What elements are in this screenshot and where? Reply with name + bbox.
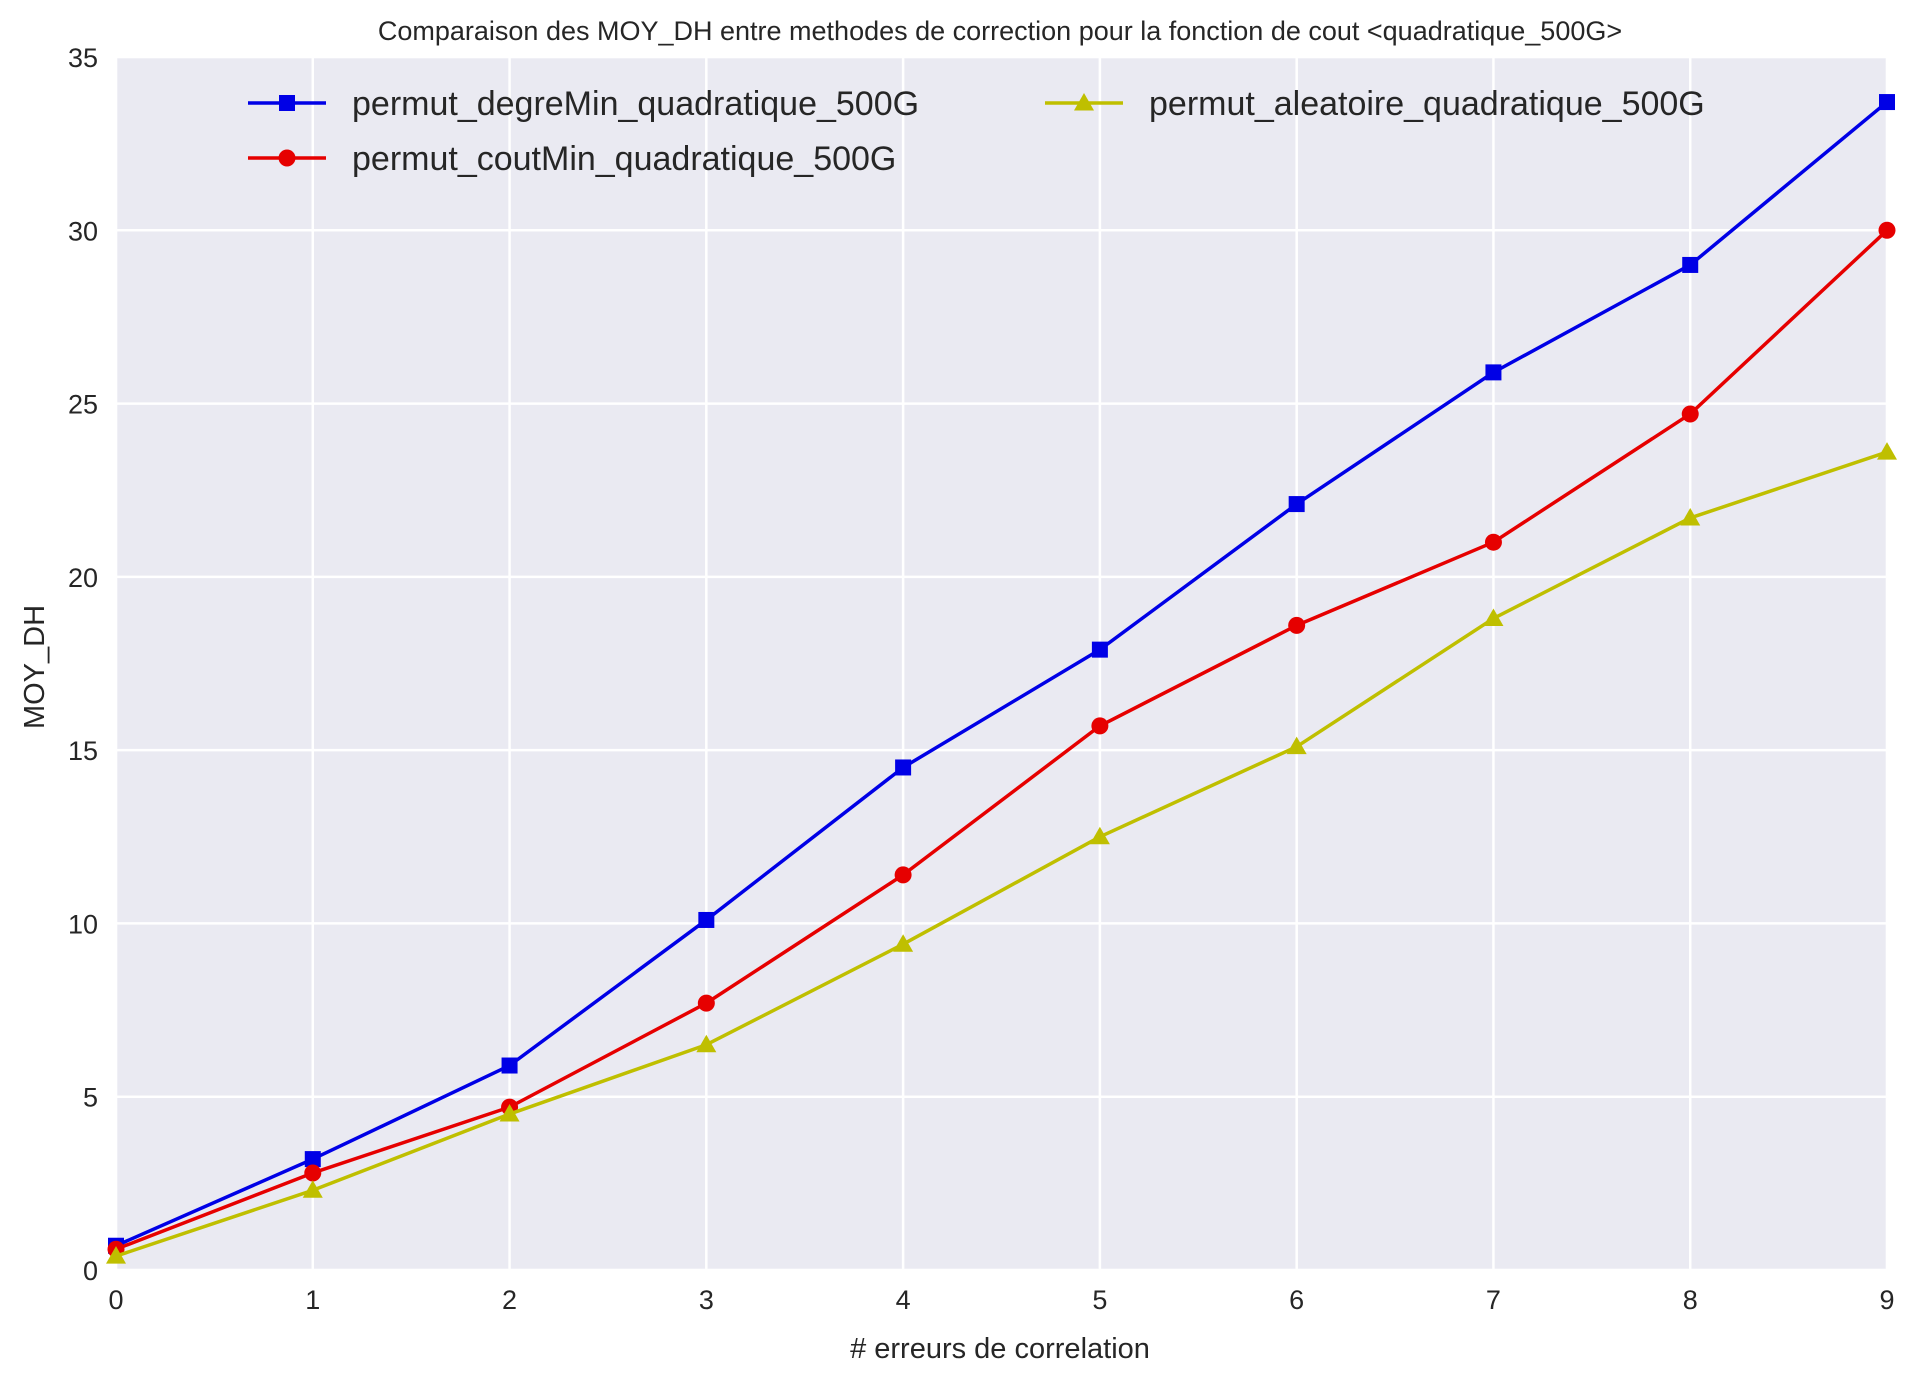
data-point [1878, 221, 1896, 239]
y-tick-label: 10 [68, 909, 98, 939]
x-tick-label: 7 [1486, 1285, 1501, 1315]
data-point [697, 994, 715, 1012]
legend-label: permut_degreMin_quadratique_500G [352, 85, 919, 123]
data-point [893, 934, 914, 952]
data-point [1879, 94, 1895, 111]
x-tick-label: 1 [305, 1285, 320, 1315]
data-point [894, 866, 912, 884]
y-tick-label: 25 [68, 390, 98, 420]
data-point [1091, 717, 1109, 735]
data-point [1288, 616, 1306, 634]
data-point [304, 1164, 322, 1182]
y-axis-ticks: 0 5 10 15 20 25 30 35 [68, 43, 98, 1286]
data-point [499, 1104, 520, 1122]
series-line [115, 100, 1889, 1248]
x-axis-label: # erreurs de correlation [850, 1333, 1150, 1365]
y-tick-label: 15 [68, 736, 98, 766]
y-axis-label: MOY_DH [19, 605, 51, 729]
data-point [1484, 533, 1502, 551]
plot-area [116, 57, 1887, 1270]
y-tick-label: 35 [68, 43, 98, 73]
x-tick-label: 3 [699, 1285, 714, 1315]
x-tick-label: 9 [1879, 1285, 1894, 1315]
x-tick-label: 2 [502, 1285, 517, 1315]
x-tick-label: 5 [1092, 1285, 1107, 1315]
series-3 [106, 442, 1897, 1264]
y-tick-label: 5 [83, 1083, 98, 1113]
data-point [1485, 364, 1502, 381]
y-tick-label: 30 [68, 216, 98, 246]
legend-label: permut_aleatoire_quadratique_500G [1149, 85, 1705, 123]
data-point [1877, 442, 1897, 460]
legend-marker [278, 149, 296, 167]
data-point [1091, 641, 1108, 658]
y-tick-label: 0 [83, 1256, 98, 1286]
legend-marker [279, 95, 295, 111]
x-tick-label: 6 [1289, 1285, 1304, 1315]
data-point [1680, 507, 1701, 526]
x-tick-label: 0 [108, 1285, 123, 1315]
data-point [1682, 256, 1699, 273]
legend-marker [1074, 93, 1094, 111]
data-series [106, 94, 1897, 1264]
x-tick-label: 4 [896, 1285, 911, 1315]
data-point [302, 1180, 323, 1198]
data-point [1288, 496, 1305, 513]
series-2 [107, 221, 1896, 1258]
data-point [1089, 826, 1110, 845]
legend-label: permut_coutMin_quadratique_500G [352, 140, 896, 178]
legend: permut_degreMin_quadratique_500G permut_c… [248, 85, 1705, 178]
series-line [115, 450, 1888, 1258]
legend-item: permut_coutMin_quadratique_500G [248, 140, 896, 178]
legend-item: permut_aleatoire_quadratique_500G [1045, 85, 1705, 123]
data-point [895, 759, 912, 776]
data-point [106, 1246, 126, 1264]
legend-item: permut_degreMin_quadratique_500G [248, 85, 919, 123]
data-point [501, 1057, 518, 1074]
x-axis-ticks: 0 1 2 3 4 5 6 7 8 9 [108, 1285, 1894, 1315]
data-point [1483, 608, 1504, 626]
chart-title: Comparaison des MOY_DH entre methodes de… [378, 16, 1622, 46]
x-tick-label: 8 [1683, 1285, 1698, 1315]
y-tick-label: 20 [68, 563, 98, 593]
data-point [304, 1151, 321, 1168]
data-point [696, 1034, 717, 1053]
series-line [115, 229, 1889, 1251]
data-point [698, 911, 715, 928]
data-point [1286, 736, 1307, 755]
data-point [1681, 405, 1699, 423]
